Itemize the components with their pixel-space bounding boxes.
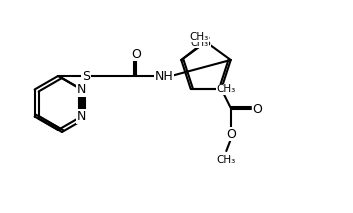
Text: CH₃: CH₃: [190, 38, 208, 48]
Text: O: O: [252, 102, 262, 115]
Text: O: O: [226, 128, 236, 141]
Text: O: O: [131, 47, 141, 60]
Text: NH: NH: [155, 69, 173, 82]
Text: CH₃: CH₃: [190, 32, 209, 42]
Text: CH₃: CH₃: [217, 84, 236, 94]
Text: S: S: [82, 69, 90, 82]
Text: N: N: [77, 83, 86, 96]
Text: CH₃: CH₃: [217, 155, 236, 165]
Text: N: N: [77, 110, 86, 123]
Text: S: S: [202, 36, 210, 49]
